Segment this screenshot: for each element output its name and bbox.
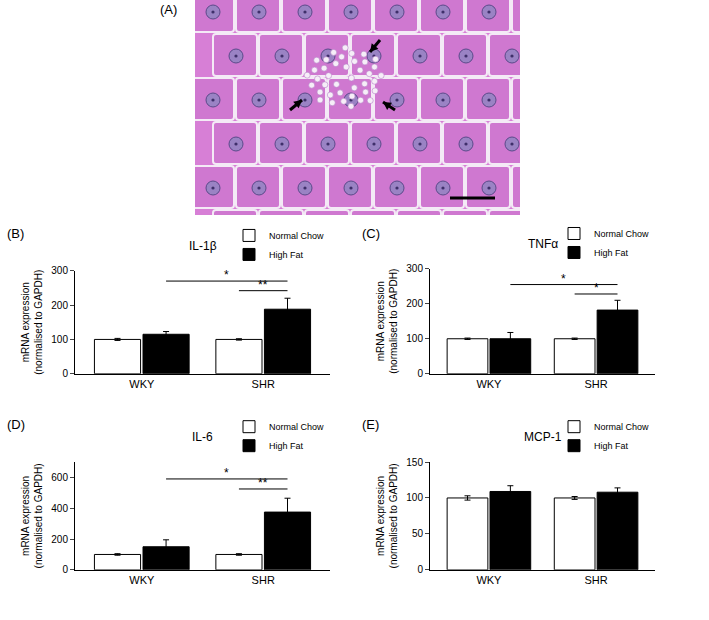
svg-text:400: 400: [51, 503, 68, 514]
svg-text:TNFα: TNFα: [528, 237, 558, 251]
svg-text:100: 100: [406, 333, 423, 344]
svg-text:Normal Chow: Normal Chow: [269, 422, 324, 432]
svg-text:WKY: WKY: [476, 378, 502, 390]
svg-text:MCP-1: MCP-1: [524, 430, 562, 444]
svg-text:mRNA expression(normalised to: mRNA expression(normalised to GAPDH): [20, 270, 44, 375]
svg-text:*: *: [224, 466, 229, 480]
svg-text:**: **: [258, 278, 268, 292]
svg-text:SHR: SHR: [584, 378, 607, 390]
svg-text:Normal Chow: Normal Chow: [594, 229, 649, 239]
svg-text:200: 200: [406, 298, 423, 309]
svg-text:Normal Chow: Normal Chow: [594, 422, 649, 432]
svg-text:WKY: WKY: [129, 378, 155, 390]
svg-text:*: *: [594, 281, 599, 295]
svg-text:100: 100: [51, 334, 68, 345]
svg-text:*: *: [224, 268, 229, 282]
svg-text:(E): (E): [362, 417, 379, 432]
svg-text:mRNA expression(normalised to: mRNA expression(normalised to GAPDH): [375, 269, 399, 374]
svg-text:600: 600: [51, 472, 68, 483]
svg-text:mRNA expression(normalised to: mRNA expression(normalised to GAPDH): [375, 463, 399, 568]
svg-text:150: 150: [406, 457, 423, 468]
svg-text:300: 300: [406, 263, 423, 274]
svg-text:WKY: WKY: [476, 574, 502, 586]
svg-text:0: 0: [62, 564, 68, 575]
svg-text:200: 200: [51, 534, 68, 545]
svg-text:IL-6: IL-6: [192, 430, 213, 444]
svg-text:WKY: WKY: [129, 574, 155, 586]
svg-text:200: 200: [51, 300, 68, 311]
svg-text:(B): (B): [7, 226, 24, 241]
svg-text:SHR: SHR: [584, 574, 607, 586]
svg-text:High Fat: High Fat: [269, 250, 304, 260]
svg-text:IL-1β: IL-1β: [189, 239, 217, 253]
svg-text:High Fat: High Fat: [269, 441, 304, 451]
svg-text:SHR: SHR: [252, 574, 275, 586]
svg-text:**: **: [258, 476, 268, 490]
svg-text:0: 0: [417, 564, 423, 575]
svg-text:0: 0: [62, 368, 68, 379]
svg-text:(D): (D): [7, 417, 25, 432]
svg-text:100: 100: [406, 492, 423, 503]
svg-text:mRNA expression(normalised to: mRNA expression(normalised to GAPDH): [20, 463, 44, 568]
svg-text:300: 300: [51, 265, 68, 276]
svg-text:SHR: SHR: [252, 378, 275, 390]
svg-text:(C): (C): [362, 226, 380, 241]
svg-text:High Fat: High Fat: [594, 441, 629, 451]
html-text:(A): (A): [160, 2, 178, 17]
svg-text:Normal Chow: Normal Chow: [269, 231, 324, 241]
svg-text:*: *: [561, 272, 566, 286]
svg-text:50: 50: [412, 528, 424, 539]
svg-text:High Fat: High Fat: [594, 248, 629, 258]
svg-text:0: 0: [417, 368, 423, 379]
